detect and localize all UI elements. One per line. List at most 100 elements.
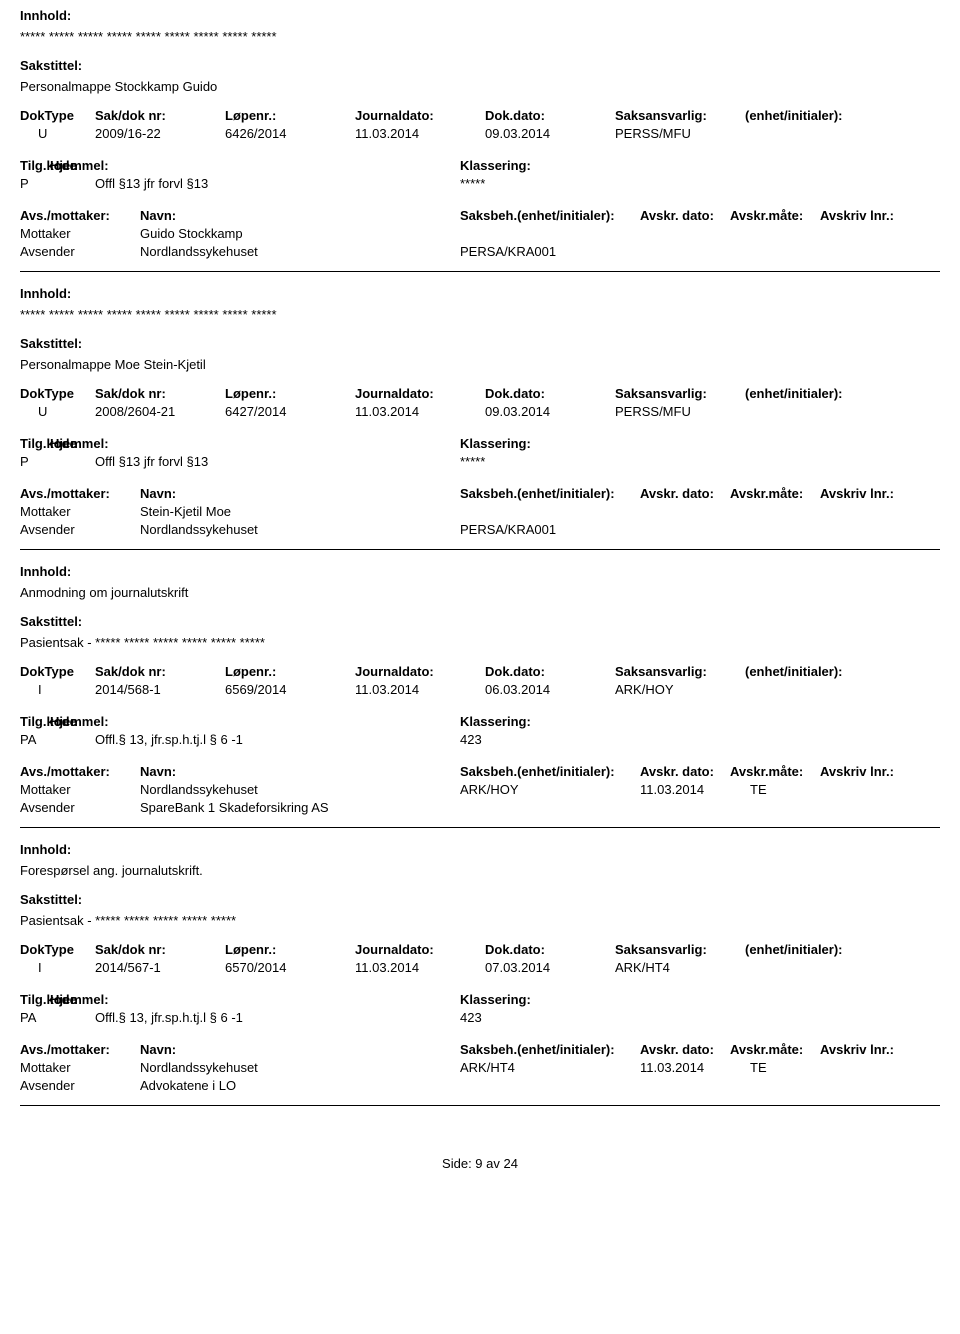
hjemmel-header-row: Tilg.kode Hjemmel: Klassering:: [20, 436, 940, 451]
mottaker-row: Mottaker Nordlandssykehuset ARK/HT4 11.0…: [20, 1060, 940, 1075]
saksansvarlig-hdr: Saksansvarlig:: [615, 108, 745, 123]
page-footer: Side: 9 av 24: [20, 1156, 940, 1171]
saksansvarlig-hdr: Saksansvarlig:: [615, 386, 745, 401]
hjemmel-header-row: Tilg.kode Hjemmel: Klassering:: [20, 992, 940, 1007]
avsender-label: Avsender: [20, 800, 140, 815]
lopenr-val: 6427/2014: [225, 404, 355, 419]
tilgkode-hdr: Tilg.kode: [20, 714, 50, 729]
dokdato-val: 09.03.2014: [485, 404, 615, 419]
tilgkode-val: PA: [20, 732, 50, 747]
navn-hdr: Navn:: [140, 486, 230, 501]
journaldato-hdr: Journaldato:: [355, 664, 485, 679]
party-header-row: Avs./mottaker: Navn: Saksbeh.(enhet/init…: [20, 486, 940, 501]
hjemmel-data-row: P Offl §13 jfr forvl §13 *****: [20, 176, 940, 191]
avskrdato-hdr: Avskr. dato:: [640, 486, 730, 501]
avskrmate-hdr: Avskr.måte:: [730, 208, 820, 223]
saksbeh-val: ARK/HOY: [460, 782, 610, 797]
saksbeh-val: PERSA/KRA001: [460, 522, 610, 537]
hjemmel-data-row: PA Offl.§ 13, jfr.sp.h.tj.l § 6 -1 423: [20, 732, 940, 747]
innhold-label: Innhold:: [20, 564, 940, 579]
navn-hdr: Navn:: [140, 1042, 230, 1057]
saksbeh-hdr: Saksbeh.(enhet/initialer):: [460, 208, 640, 223]
doc-data-row: U 2008/2604-21 6427/2014 11.03.2014 09.0…: [20, 404, 940, 419]
sakstittel-label: Sakstittel:: [20, 58, 940, 73]
journaldato-hdr: Journaldato:: [355, 942, 485, 957]
hjemmel-header-row: Tilg.kode Hjemmel: Klassering:: [20, 158, 940, 173]
sakdok-hdr: Sak/dok nr:: [95, 108, 225, 123]
saksansvarlig-val: PERSS/MFU: [615, 404, 745, 419]
journaldato-hdr: Journaldato:: [355, 386, 485, 401]
doktype-hdr: DokType: [20, 942, 95, 957]
avskrivlnr-hdr: Avskriv lnr.:: [820, 208, 894, 223]
tilgkode-hdr: Tilg.kode: [20, 992, 50, 1007]
dokdato-val: 06.03.2014: [485, 682, 615, 697]
lopenr-hdr: Løpenr.:: [225, 108, 355, 123]
mottaker-label: Mottaker: [20, 782, 140, 797]
avsender-label: Avsender: [20, 244, 140, 259]
sakstittel-text: Pasientsak - ***** ***** ***** ***** ***…: [20, 635, 940, 650]
sakstittel-label: Sakstittel:: [20, 614, 940, 629]
doc-header-row: DokType Sak/dok nr: Løpenr.: Journaldato…: [20, 942, 940, 957]
enhet-hdr: (enhet/initialer):: [745, 386, 915, 401]
hjemmel-val: Offl.§ 13, jfr.sp.h.tj.l § 6 -1: [50, 732, 460, 747]
avsmottaker-hdr: Avs./mottaker:: [20, 1042, 140, 1057]
lopenr-hdr: Løpenr.:: [225, 386, 355, 401]
enhet-hdr: (enhet/initialer):: [745, 664, 915, 679]
doktype-hdr: DokType: [20, 664, 95, 679]
mottaker-label: Mottaker: [20, 1060, 140, 1075]
avsender-row: Avsender Advokatene i LO: [20, 1078, 940, 1093]
tilgkode-val: PA: [20, 1010, 50, 1025]
party-header-row: Avs./mottaker: Navn: Saksbeh.(enhet/init…: [20, 764, 940, 779]
saksansvarlig-val: ARK/HT4: [615, 960, 745, 975]
avskrivlnr-hdr: Avskriv lnr.:: [820, 1042, 894, 1057]
mottaker-label: Mottaker: [20, 226, 140, 241]
avsmottaker-hdr: Avs./mottaker:: [20, 764, 140, 779]
avsender-label: Avsender: [20, 522, 140, 537]
saksansvarlig-hdr: Saksansvarlig:: [615, 942, 745, 957]
innhold-label: Innhold:: [20, 8, 940, 23]
klassering-val: *****: [460, 454, 660, 469]
avskrmate-hdr: Avskr.måte:: [730, 1042, 820, 1057]
avskrmate-hdr: Avskr.måte:: [730, 764, 820, 779]
avskrdato-hdr: Avskr. dato:: [640, 764, 730, 779]
sakstittel-text: Personalmappe Stockkamp Guido: [20, 79, 940, 94]
doktype-val: U: [20, 404, 95, 419]
hjemmel-hdr: Hjemmel:: [50, 436, 95, 451]
divider: [20, 827, 940, 828]
avsender-row: Avsender Nordlandssykehuset PERSA/KRA001: [20, 522, 940, 537]
mottaker-row: Mottaker Stein-Kjetil Moe: [20, 504, 940, 519]
dokdato-hdr: Dok.dato:: [485, 942, 615, 957]
hjemmel-val: Offl §13 jfr forvl §13: [50, 176, 460, 191]
saksbeh-hdr: Saksbeh.(enhet/initialer):: [460, 1042, 640, 1057]
navn-hdr: Navn:: [140, 208, 230, 223]
hjemmel-hdr: Hjemmel:: [50, 992, 95, 1007]
sakdok-val: 2014/567-1: [95, 960, 225, 975]
avskr-date: 11.03.2014: [640, 782, 750, 797]
avskrivlnr-hdr: Avskriv lnr.:: [820, 764, 894, 779]
mottaker-name: Stein-Kjetil Moe: [140, 504, 460, 519]
saksbeh-val: ARK/HT4: [460, 1060, 610, 1075]
sakdok-hdr: Sak/dok nr:: [95, 664, 225, 679]
sakdok-val: 2008/2604-21: [95, 404, 225, 419]
avskrdato-hdr: Avskr. dato:: [640, 1042, 730, 1057]
doktype-hdr: DokType: [20, 108, 95, 123]
dokdato-hdr: Dok.dato:: [485, 664, 615, 679]
sakstittel-text: Personalmappe Moe Stein-Kjetil: [20, 357, 940, 372]
sakstittel-label: Sakstittel:: [20, 892, 940, 907]
avskr-mate: TE: [750, 1060, 810, 1075]
avskrivlnr-hdr: Avskriv lnr.:: [820, 486, 894, 501]
klassering-hdr: Klassering:: [460, 158, 580, 173]
doc-header-row: DokType Sak/dok nr: Løpenr.: Journaldato…: [20, 386, 940, 401]
hjemmel-header-row: Tilg.kode Hjemmel: Klassering:: [20, 714, 940, 729]
saksansvarlig-val: PERSS/MFU: [615, 126, 745, 141]
record: Innhold: ***** ***** ***** ***** ***** *…: [20, 8, 940, 259]
avsender-row: Avsender SpareBank 1 Skadeforsikring AS: [20, 800, 940, 815]
avskr-date: 11.03.2014: [640, 1060, 750, 1075]
innhold-label: Innhold:: [20, 842, 940, 857]
journaldato-val: 11.03.2014: [355, 126, 485, 141]
lopenr-val: 6569/2014: [225, 682, 355, 697]
mottaker-label: Mottaker: [20, 504, 140, 519]
avsender-label: Avsender: [20, 1078, 140, 1093]
doc-header-row: DokType Sak/dok nr: Løpenr.: Journaldato…: [20, 108, 940, 123]
avskrdato-hdr: Avskr. dato:: [640, 208, 730, 223]
